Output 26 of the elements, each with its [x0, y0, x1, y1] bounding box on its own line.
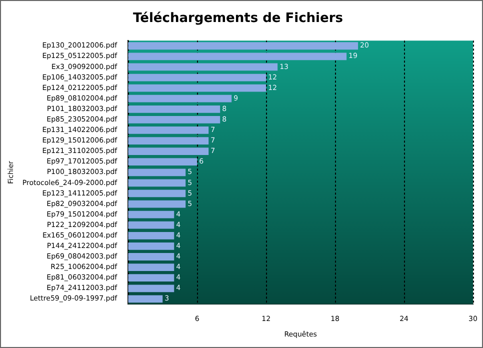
bar — [128, 148, 209, 156]
chart-title: Téléchargements de Fichiers — [133, 11, 344, 26]
bar — [128, 42, 358, 50]
bar — [128, 116, 220, 124]
bar — [128, 295, 163, 303]
bar — [128, 210, 174, 218]
bar — [128, 105, 220, 113]
bar — [128, 137, 209, 144]
bar — [128, 94, 232, 102]
bar — [128, 274, 174, 282]
bar — [128, 158, 198, 166]
bar — [128, 253, 174, 260]
bar — [128, 190, 186, 198]
bar — [128, 284, 174, 292]
bar — [128, 63, 278, 71]
bar — [128, 179, 186, 187]
bar — [128, 52, 347, 60]
bar — [128, 232, 174, 240]
bar — [128, 126, 209, 134]
bar — [128, 242, 174, 250]
bar — [128, 264, 174, 271]
bar — [128, 74, 266, 82]
bar — [128, 84, 266, 92]
bar — [128, 168, 186, 176]
bar — [128, 221, 174, 229]
bar — [128, 200, 186, 208]
